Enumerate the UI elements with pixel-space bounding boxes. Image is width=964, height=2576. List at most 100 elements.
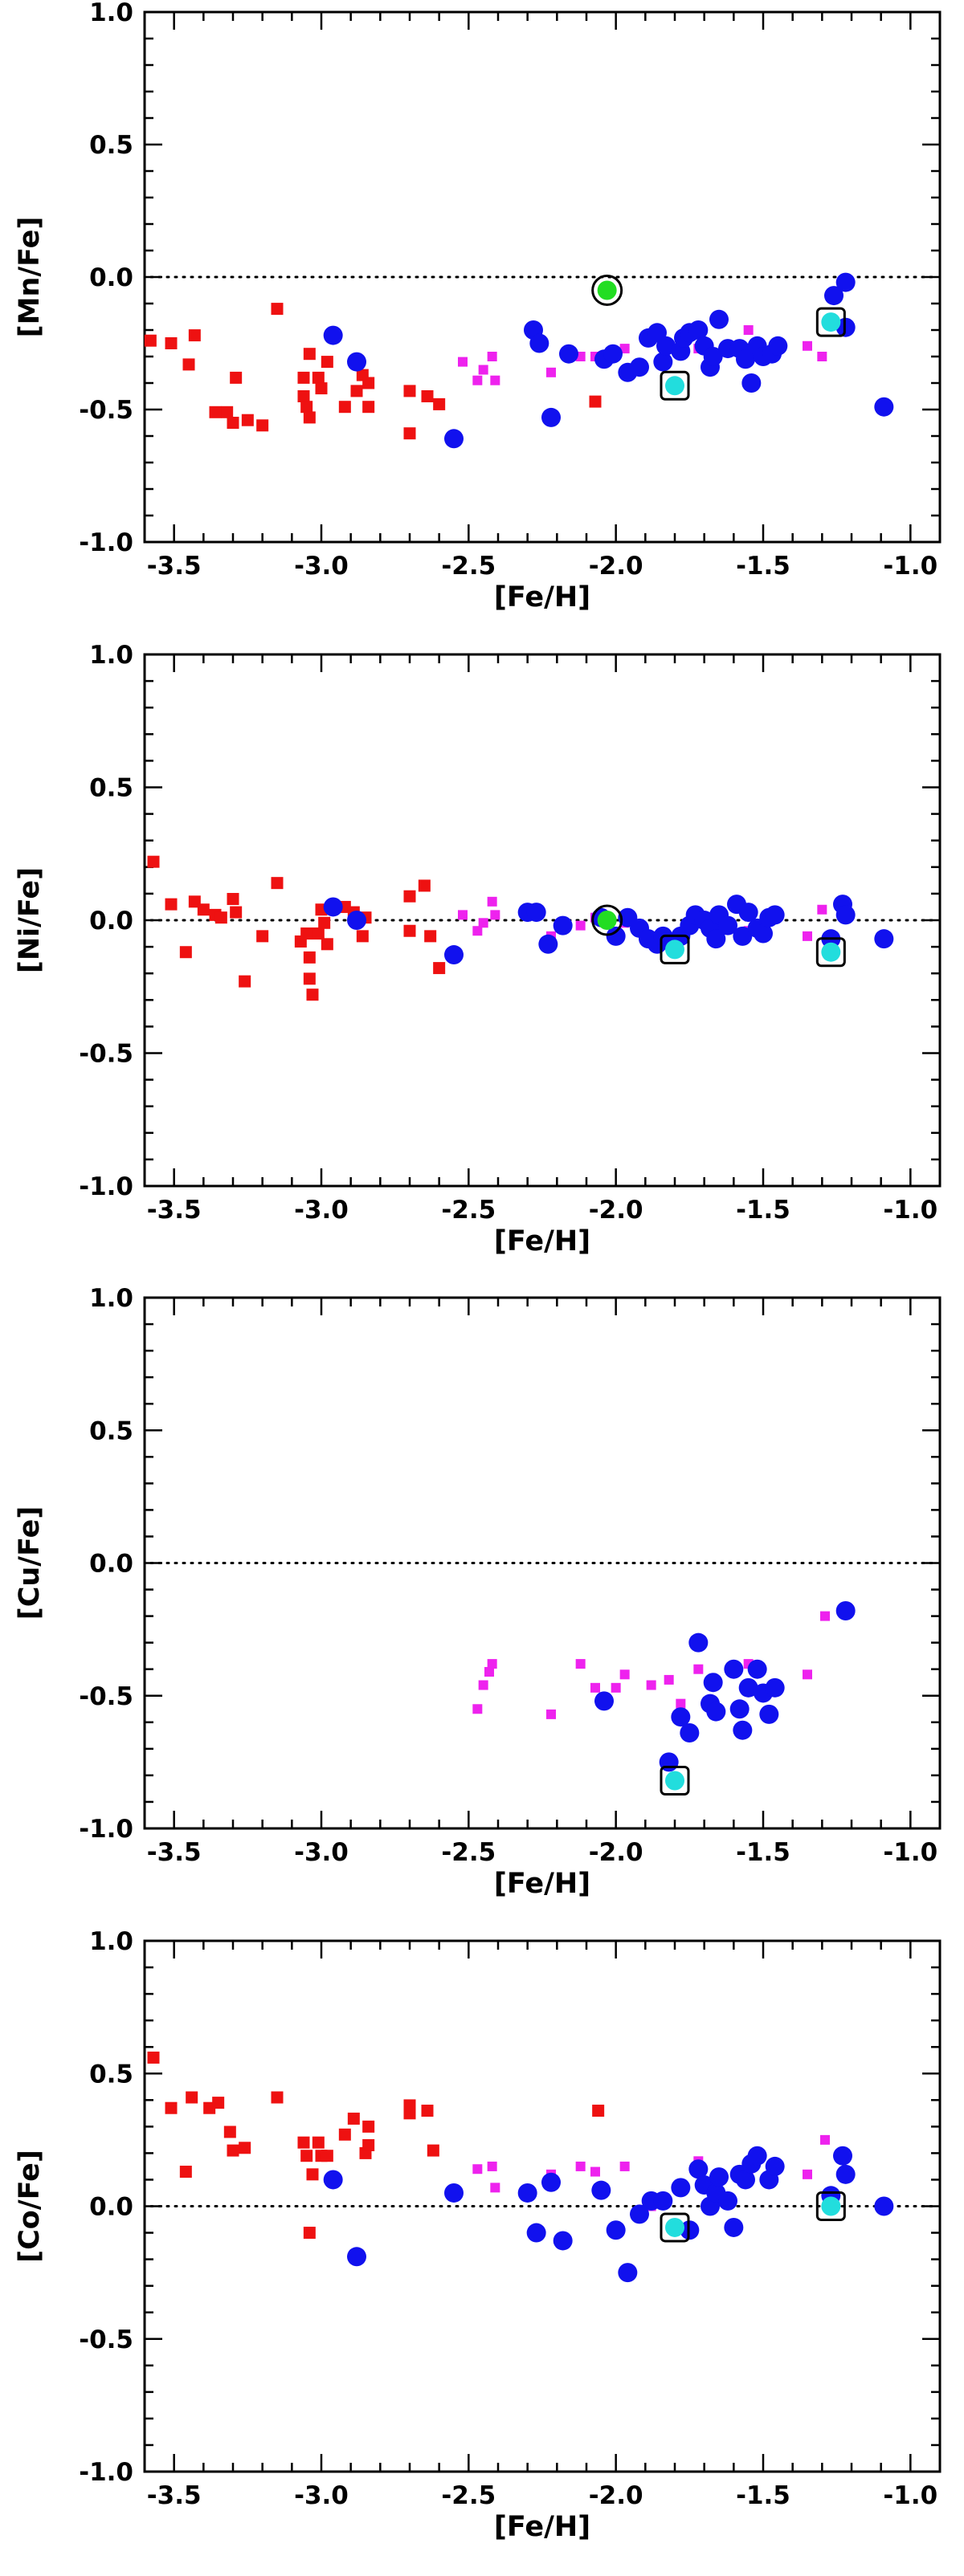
data-point-blue-circle xyxy=(606,926,626,946)
data-point-magenta-square xyxy=(490,375,500,385)
data-point-marker-ring xyxy=(591,275,623,306)
data-point-blue-circle xyxy=(709,309,729,329)
data-point-magenta-square xyxy=(546,1709,556,1719)
y-tick-label: -0.5 xyxy=(79,396,133,425)
data-point-red-square xyxy=(315,382,328,395)
data-point-magenta-square xyxy=(820,1611,830,1621)
data-point-red-square xyxy=(271,303,284,316)
y-axis-label: [Cu/Fe] xyxy=(14,1506,46,1620)
data-point-red-square xyxy=(197,903,210,916)
data-point-magenta-square xyxy=(664,1674,674,1685)
data-point-red-square xyxy=(306,988,319,1001)
data-point-red-square xyxy=(188,329,201,342)
data-point-blue-circle xyxy=(656,336,676,356)
data-point-green-circle xyxy=(597,911,617,930)
x-tick-label: -1.0 xyxy=(883,1196,937,1225)
data-point-red-square xyxy=(179,2166,192,2179)
data-point-blue-circle xyxy=(323,325,343,345)
data-point-blue-circle xyxy=(729,1699,750,1719)
data-point-magenta-square xyxy=(817,352,827,361)
y-tick-label: 0.0 xyxy=(89,907,133,935)
x-tick-label: -1.0 xyxy=(883,552,937,581)
data-point-blue-circle xyxy=(671,1707,691,1727)
data-point-marker-box xyxy=(660,934,690,964)
data-point-blue-circle xyxy=(630,2204,649,2224)
y-tick-label: 0.0 xyxy=(89,1550,133,1579)
panel-1: -3.5 -3.0 -2.5 -2.0 -1.5 -1.0 1.0 0.5 0.0 -0.5 -1.… xyxy=(14,0,942,613)
y-tick-label: 0.0 xyxy=(89,2193,133,2222)
data-point-red-square xyxy=(338,2128,351,2141)
x-axis-label: [Fe/H] xyxy=(494,2511,590,2543)
data-point-red-square xyxy=(303,2227,316,2240)
data-point-magenta-square xyxy=(676,1698,686,1709)
x-tick-label: -2.5 xyxy=(441,1196,496,1225)
data-point-cyan-circle xyxy=(665,376,684,396)
data-point-red-square xyxy=(589,395,602,408)
x-tick-label: -3.0 xyxy=(294,1838,349,1867)
data-point-magenta-square xyxy=(472,926,483,936)
data-point-red-square xyxy=(433,397,446,410)
data-point-red-square xyxy=(318,916,331,929)
data-point-blue-circle xyxy=(444,429,464,449)
data-point-red-square xyxy=(214,911,227,924)
x-tick-label: -1.5 xyxy=(736,1838,790,1867)
data-point-red-square xyxy=(321,2150,333,2162)
data-point-red-square xyxy=(230,906,243,919)
data-point-cyan-circle xyxy=(665,940,684,960)
x-tick-label: -1.5 xyxy=(736,2481,790,2510)
data-point-red-square xyxy=(212,2097,225,2109)
data-point-magenta-square xyxy=(590,1682,600,1693)
data-point-blue-circle xyxy=(718,915,737,935)
data-point-magenta-square xyxy=(478,918,488,928)
x-tick-label: -2.0 xyxy=(589,1838,643,1867)
data-point-red-square xyxy=(356,930,369,943)
x-axis-label: [Fe/H] xyxy=(494,1868,590,1900)
x-tick-label: -2.5 xyxy=(441,2481,496,2510)
y-tick-label: -1.0 xyxy=(79,528,133,557)
data-point-blue-circle xyxy=(671,2178,691,2198)
y-tick-label: 1.0 xyxy=(89,0,133,27)
data-point-red-square xyxy=(421,390,434,402)
data-point-blue-circle xyxy=(606,2220,626,2240)
data-point-blue-circle xyxy=(765,2156,785,2176)
x-tick-label: -2.0 xyxy=(589,2481,643,2510)
data-point-blue-circle xyxy=(709,2167,729,2187)
data-point-blue-circle xyxy=(630,357,649,377)
data-point-blue-circle xyxy=(765,905,785,925)
data-point-blue-circle xyxy=(706,929,726,949)
data-point-red-square xyxy=(256,419,269,432)
data-point-red-square xyxy=(403,890,416,903)
data-point-red-square xyxy=(186,2091,198,2104)
y-tick-label: -0.5 xyxy=(79,1040,133,1069)
data-point-cyan-circle xyxy=(665,2217,684,2237)
data-point-blue-circle xyxy=(653,2191,673,2211)
data-point-magenta-square xyxy=(575,1659,586,1669)
data-point-blue-circle xyxy=(323,2170,343,2190)
data-point-red-square xyxy=(312,927,325,940)
data-point-blue-circle xyxy=(444,945,464,965)
data-point-red-square xyxy=(592,2105,605,2117)
data-point-blue-circle xyxy=(733,1720,753,1740)
data-point-magenta-square xyxy=(619,344,630,354)
y-tick-label: 1.0 xyxy=(89,1927,133,1956)
data-point-magenta-square xyxy=(820,2134,830,2145)
data-point-red-square xyxy=(418,879,431,892)
data-point-blue-circle xyxy=(347,352,366,372)
data-point-magenta-square xyxy=(490,910,500,920)
data-point-magenta-square xyxy=(619,2161,630,2171)
x-tick-label: -3.0 xyxy=(294,2481,349,2510)
data-point-red-square xyxy=(312,2136,325,2149)
y-tick-label: 0.5 xyxy=(89,131,133,160)
data-point-magenta-square xyxy=(646,1680,656,1690)
data-point-marker-box xyxy=(660,2212,690,2243)
data-point-red-square xyxy=(239,2142,251,2154)
data-point-magenta-square xyxy=(693,1664,704,1674)
data-point-magenta-square xyxy=(803,1669,812,1680)
data-point-blue-circle xyxy=(529,333,549,353)
data-point-magenta-square xyxy=(472,375,483,385)
data-point-red-square xyxy=(300,2150,313,2162)
data-point-red-square xyxy=(403,924,416,937)
x-tick-label: -3.5 xyxy=(147,552,202,581)
data-point-magenta-square xyxy=(487,1659,497,1669)
data-point-blue-circle xyxy=(594,1691,614,1711)
